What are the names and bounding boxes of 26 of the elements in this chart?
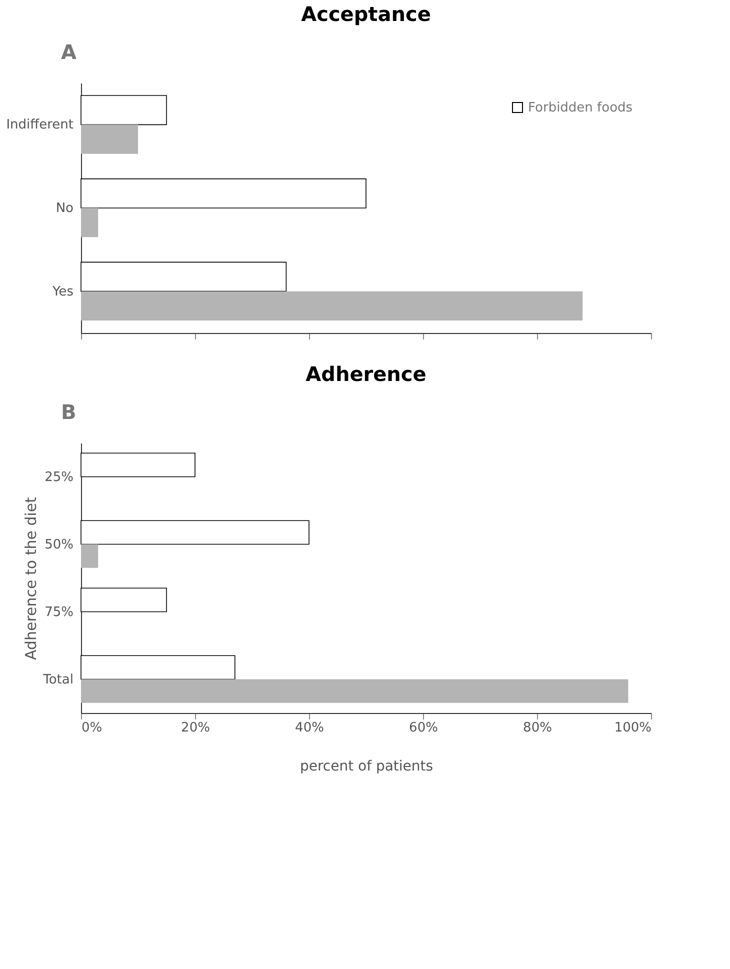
y-axis-title: Adherence to the diet: [22, 496, 40, 660]
bar: [80, 95, 167, 126]
x-tick-label: 100%: [614, 720, 652, 736]
y-tick-label: Yes: [52, 284, 74, 300]
y-tick-label: 50%: [44, 537, 74, 552]
text: B: [61, 400, 76, 424]
bar: [80, 178, 366, 208]
x-tick-label: 80%: [523, 720, 552, 736]
y-tick-label: Indifferent: [6, 118, 74, 133]
x-axis-title: percent of patients: [300, 758, 434, 774]
y-tick-label: 75%: [44, 604, 74, 620]
legend-label: Forbidden foods: [528, 100, 633, 116]
x-tick-label: 60%: [409, 720, 438, 736]
x-tick-label: 40%: [295, 720, 324, 736]
x-tick-label: 20%: [181, 720, 210, 736]
bar: [81, 291, 583, 320]
x-tick-label: 0%: [82, 720, 102, 736]
y-tick-label: 25%: [44, 470, 74, 485]
bar: [81, 124, 138, 154]
y-tick-label: No: [56, 201, 74, 216]
y-tick-label: Total: [42, 672, 74, 688]
chart-title: Adherence: [306, 362, 426, 386]
bar: [81, 208, 98, 238]
bar: [80, 262, 287, 292]
text: A: [61, 40, 77, 64]
chart-title: Acceptance: [301, 2, 431, 26]
